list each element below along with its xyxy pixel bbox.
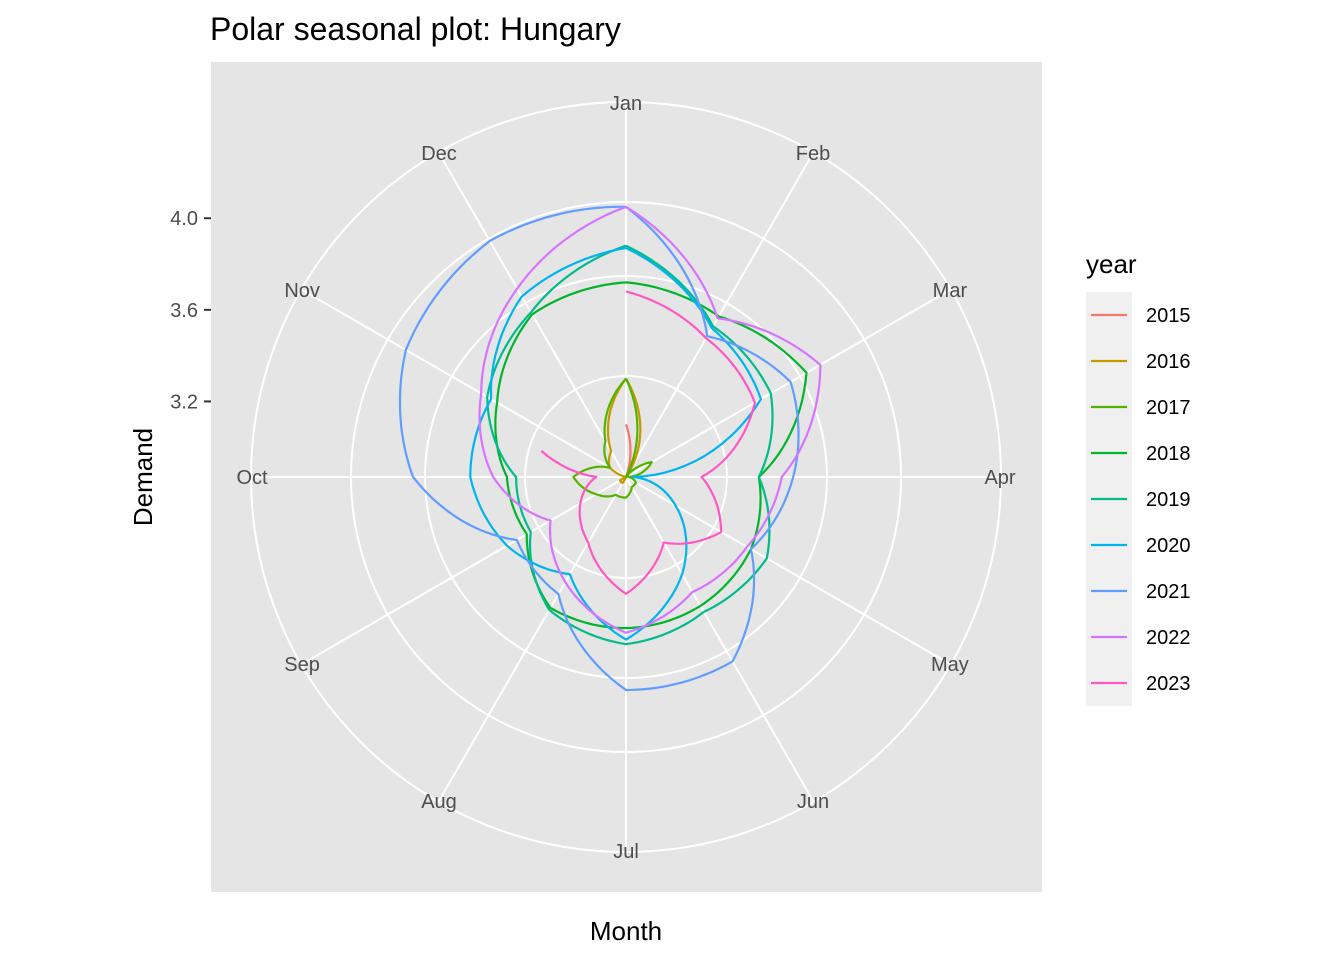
legend-label-2022: 2022	[1146, 627, 1191, 649]
legend: year 2015 2016 2017 2018 2019 2020 2021 2022 202…	[1086, 249, 1191, 706]
legend-label-2016: 2016	[1146, 351, 1191, 373]
y-axis: 4.0 3.6 3.2	[170, 208, 211, 413]
legend-label-2018: 2018	[1146, 443, 1191, 465]
legend-title: year	[1086, 249, 1137, 279]
grid-spoke	[625, 151, 815, 478]
series-layer	[398, 205, 822, 692]
y-tick-label: 4.0	[170, 208, 198, 230]
month-label-apr: Apr	[984, 467, 1015, 489]
grid-spoke	[625, 288, 952, 478]
month-label-aug: Aug	[421, 791, 457, 813]
grid-spoke	[300, 476, 627, 666]
legend-label-2015: 2015	[1146, 305, 1191, 327]
y-axis-title: Demand	[128, 428, 158, 526]
grid-spoke	[437, 476, 627, 803]
series-line-2022	[478, 205, 822, 634]
month-label-jun: Jun	[797, 791, 829, 813]
series-line-2021	[398, 205, 800, 692]
series-line-2017	[572, 377, 653, 499]
month-label-dec: Dec	[421, 143, 457, 165]
month-label-sep: Sep	[284, 654, 320, 676]
series-line-2019	[486, 244, 774, 646]
x-axis-title: Month	[590, 916, 662, 946]
chart-title: Polar seasonal plot: Hungary	[210, 11, 621, 47]
grid	[250, 101, 1002, 853]
series-line-2023	[540, 290, 757, 595]
grid-spoke	[625, 476, 952, 666]
series-line-2016	[606, 377, 642, 484]
month-label-nov: Nov	[284, 280, 320, 302]
legend-label-2020: 2020	[1146, 535, 1191, 557]
month-label-mar: Mar	[933, 280, 968, 302]
month-label-may: May	[931, 654, 969, 676]
month-label-jul: Jul	[613, 841, 639, 863]
month-label-jan: Jan	[610, 93, 642, 115]
month-label-oct: Oct	[236, 467, 268, 489]
grid-spoke	[300, 288, 627, 478]
series-line-2018	[494, 281, 808, 630]
legend-label-2021: 2021	[1146, 581, 1191, 603]
legend-label-2019: 2019	[1146, 489, 1191, 511]
legend-label-2023: 2023	[1146, 673, 1191, 695]
y-tick-label: 3.2	[170, 391, 198, 413]
grid-spoke	[625, 476, 815, 803]
series-line-2020	[469, 246, 763, 641]
month-labels: Jan Feb Mar Apr May Jun Jul Aug Sep Oct Nov Dec	[236, 93, 1015, 863]
month-label-feb: Feb	[796, 143, 830, 165]
legend-label-2017: 2017	[1146, 397, 1191, 419]
y-tick-label: 3.6	[170, 300, 198, 322]
